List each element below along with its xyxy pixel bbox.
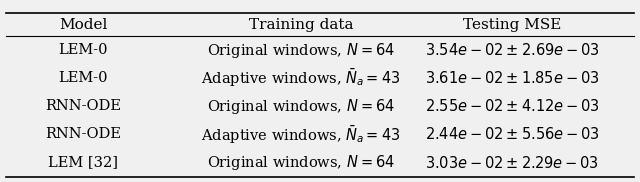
Text: Adaptive windows, $\bar{N}_a = 43$: Adaptive windows, $\bar{N}_a = 43$ <box>201 123 401 146</box>
Text: RNN-ODE: RNN-ODE <box>45 100 121 113</box>
Text: Training data: Training data <box>248 18 353 31</box>
Text: LEM [32]: LEM [32] <box>48 156 118 169</box>
Text: Model: Model <box>59 18 108 31</box>
Text: Testing MSE: Testing MSE <box>463 18 561 31</box>
Text: LEM-0: LEM-0 <box>58 72 108 85</box>
Text: RNN-ODE: RNN-ODE <box>45 128 121 141</box>
Text: $3.54e - 02 \pm 2.69e - 03$: $3.54e - 02 \pm 2.69e - 03$ <box>424 42 600 58</box>
Text: $2.44e - 02 \pm 5.56e - 03$: $2.44e - 02 \pm 5.56e - 03$ <box>424 126 600 143</box>
Text: Original windows, $N = 64$: Original windows, $N = 64$ <box>207 153 395 172</box>
Text: Original windows, $N = 64$: Original windows, $N = 64$ <box>207 97 395 116</box>
Text: $3.03e - 02 \pm 2.29e - 03$: $3.03e - 02 \pm 2.29e - 03$ <box>425 155 599 171</box>
Text: LEM-0: LEM-0 <box>58 43 108 57</box>
Text: $3.61e - 02 \pm 1.85e - 03$: $3.61e - 02 \pm 1.85e - 03$ <box>425 70 599 86</box>
Text: Original windows, $N = 64$: Original windows, $N = 64$ <box>207 41 395 60</box>
Text: $2.55e - 02 \pm 4.12e - 03$: $2.55e - 02 \pm 4.12e - 03$ <box>424 98 600 114</box>
Text: Adaptive windows, $\bar{N}_a = 43$: Adaptive windows, $\bar{N}_a = 43$ <box>201 67 401 90</box>
